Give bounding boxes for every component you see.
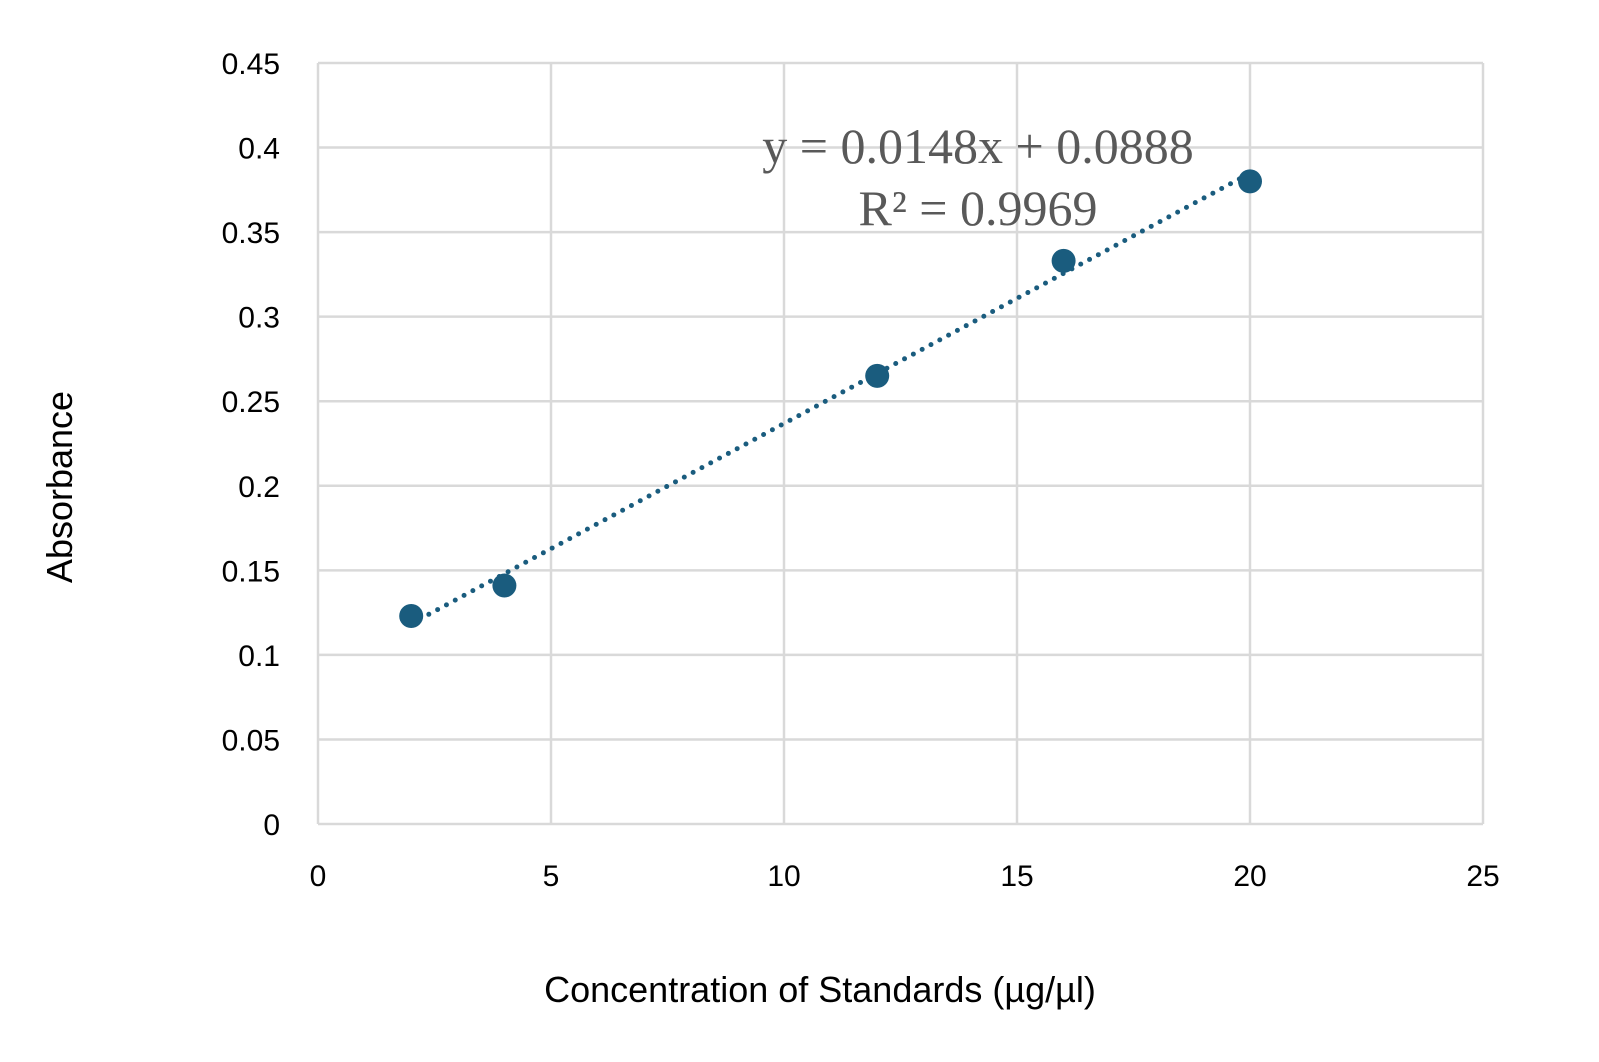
- y-tick-label: 0.3: [238, 302, 280, 335]
- gridlines: [318, 61, 1485, 824]
- x-tick-label: 0: [310, 860, 327, 893]
- x-axis-ticks: 0 5 10 15 20 25: [310, 860, 1500, 893]
- y-tick-label: 0: [263, 809, 280, 842]
- axes: [316, 63, 1483, 826]
- data-point: [865, 363, 890, 388]
- y-tick-label: 0.15: [222, 555, 280, 588]
- trendline-equation: y = 0.0148x + 0.0888: [762, 118, 1193, 174]
- y-tick-label: 0.35: [222, 217, 280, 250]
- y-tick-label: 0.4: [238, 133, 280, 166]
- trendline: [408, 170, 1253, 627]
- data-points: [399, 169, 1262, 628]
- x-tick-label: 25: [1466, 860, 1499, 893]
- trendline-r-squared: R² = 0.9969: [858, 180, 1097, 236]
- data-point: [399, 603, 424, 628]
- y-axis-ticks: 0 0.05 0.1 0.15 0.2 0.25 0.3 0.35 0.4 0.45: [222, 48, 280, 842]
- trendline-group: [408, 170, 1253, 627]
- y-axis-title: Absorbance: [39, 391, 80, 583]
- x-tick-label: 20: [1233, 860, 1266, 893]
- y-tick-label: 0.45: [222, 48, 280, 81]
- x-tick-label: 15: [1000, 860, 1033, 893]
- x-tick-label: 5: [543, 860, 560, 893]
- data-point: [1238, 169, 1262, 194]
- y-tick-label: 0.05: [222, 724, 280, 757]
- data-point: [492, 573, 517, 598]
- x-tick-label: 10: [767, 860, 800, 893]
- x-axis-title: Concentration of Standards (µg/µl): [544, 969, 1096, 1010]
- y-tick-label: 0.2: [238, 471, 280, 504]
- data-point: [1051, 248, 1076, 273]
- y-tick-label: 0.1: [238, 640, 280, 673]
- y-tick-label: 0.25: [222, 386, 280, 419]
